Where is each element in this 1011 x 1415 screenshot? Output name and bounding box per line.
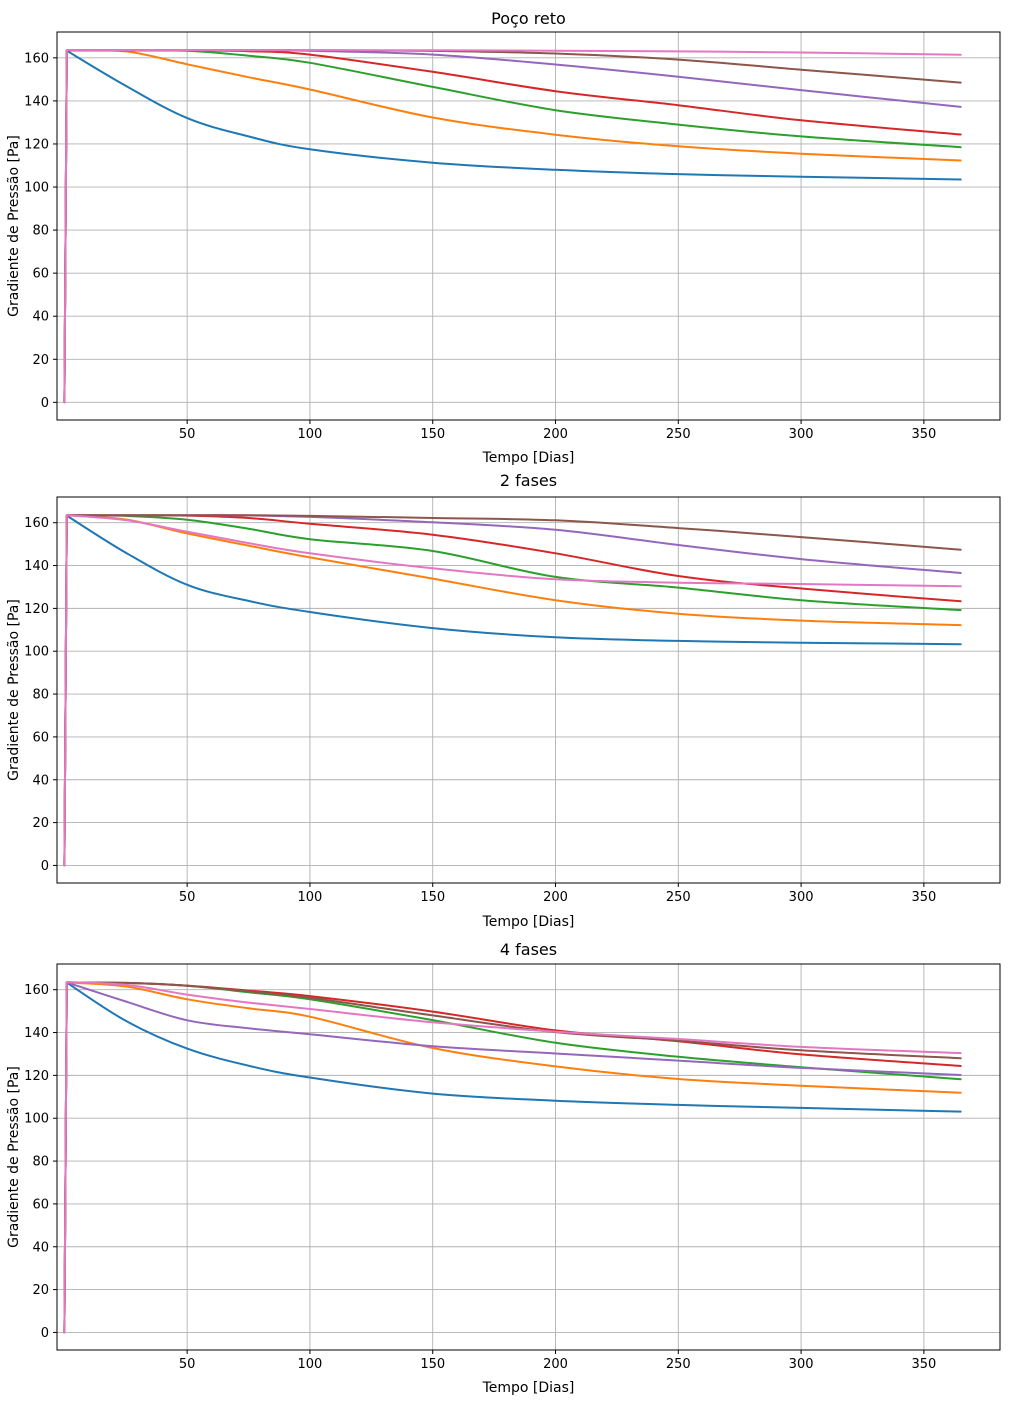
y-tick-label: 140: [24, 559, 49, 574]
y-tick-label: 100: [24, 181, 49, 196]
x-tick-label: 150: [420, 890, 445, 905]
y-tick-label: 160: [24, 51, 49, 66]
y-axis-label: Gradiente de Pressão [Pa]: [6, 135, 22, 317]
series-line-pink: [63, 49, 962, 404]
x-tick-label: 300: [789, 890, 814, 905]
y-axis-label: Gradiente de Pressão [Pa]: [6, 1066, 22, 1248]
y-tick-label: 100: [24, 645, 49, 660]
x-tick-label: 300: [789, 427, 814, 442]
series-line-purple: [63, 981, 962, 1334]
chart-title: Poço reto: [491, 9, 566, 28]
y-tick-label: 0: [41, 396, 49, 411]
series-line-blue: [63, 981, 962, 1334]
y-tick-label: 80: [32, 688, 49, 703]
tick-marks: [53, 57, 925, 424]
axes-spines: [56, 963, 1001, 1351]
x-tick-label: 150: [420, 427, 445, 442]
y-tick-label: 120: [24, 602, 49, 617]
x-tick-label: 200: [543, 1357, 568, 1372]
y-tick-label: 160: [24, 516, 49, 531]
x-tick-label: 100: [298, 890, 323, 905]
axes-spines: [56, 496, 1001, 884]
tick-marks: [53, 522, 925, 887]
x-axis-label: Tempo [Dias]: [482, 914, 575, 930]
y-tick-label: 20: [32, 353, 49, 368]
chart-title: 2 fases: [500, 471, 557, 490]
x-tick-label: 50: [179, 890, 196, 905]
x-tick-label: 200: [543, 890, 568, 905]
x-tick-label: 100: [298, 1357, 323, 1372]
y-tick-label: 60: [32, 730, 49, 745]
series-line-blue: [63, 514, 962, 867]
x-tick-label: 350: [911, 427, 936, 442]
series-line-blue: [63, 49, 962, 404]
y-axis-label: Gradiente de Pressão [Pa]: [6, 599, 22, 781]
gridlines: [57, 964, 1000, 1350]
y-tick-label: 80: [32, 1155, 49, 1170]
x-axis-label: Tempo [Dias]: [482, 1380, 575, 1396]
y-tick-label: 140: [24, 1026, 49, 1041]
y-tick-label: 20: [32, 816, 49, 831]
series-line-orange: [63, 981, 962, 1334]
x-tick-label: 50: [179, 427, 196, 442]
x-tick-label: 50: [179, 1357, 196, 1372]
y-tick-label: 40: [32, 1240, 49, 1255]
y-tick-label: 0: [41, 859, 49, 874]
y-tick-label: 100: [24, 1112, 49, 1127]
y-tick-label: 40: [32, 310, 49, 325]
series-line-brown: [63, 514, 962, 867]
tick-marks: [53, 989, 925, 1354]
series-line-pink: [63, 514, 962, 867]
y-tick-label: 40: [32, 773, 49, 788]
series-line-pink: [63, 981, 962, 1334]
x-tick-label: 200: [543, 427, 568, 442]
x-tick-label: 150: [420, 1357, 445, 1372]
x-tick-label: 350: [911, 890, 936, 905]
x-tick-label: 350: [911, 1357, 936, 1372]
x-tick-label: 250: [666, 1357, 691, 1372]
x-tick-label: 250: [666, 427, 691, 442]
series-line-orange: [63, 514, 962, 867]
plot-area: [57, 32, 1000, 420]
chart-3: 50 100 150 200 250 300 350 0 20 40 60 80 100 120 140 16…: [6, 940, 1001, 1396]
series-line-green: [63, 514, 962, 867]
y-tick-label: 160: [24, 983, 49, 998]
gridlines: [57, 32, 1000, 420]
series-line-orange: [63, 49, 962, 404]
series-line-brown: [63, 981, 962, 1334]
y-tick-label: 0: [41, 1326, 49, 1341]
plot-area: [57, 497, 1000, 883]
y-tick-label: 20: [32, 1283, 49, 1298]
axes-spines: [56, 31, 1001, 421]
y-tick-label: 60: [32, 1197, 49, 1212]
x-tick-label: 100: [298, 427, 323, 442]
chart-title: 4 fases: [500, 940, 557, 959]
y-tick-label: 120: [24, 1069, 49, 1084]
y-tick-label: 140: [24, 94, 49, 109]
y-tick-label: 80: [32, 224, 49, 239]
chart-1: 50 100 150 200 250 300 350 0 20 40 60 80 100 120 140 16…: [6, 9, 1001, 466]
chart-2: 50 100 150 200 250 300 350 0 20 40 60 80 100 120 140 16…: [6, 471, 1001, 930]
x-axis-label: Tempo [Dias]: [482, 450, 575, 466]
y-tick-label: 120: [24, 137, 49, 152]
x-tick-label: 250: [666, 890, 691, 905]
y-tick-label: 60: [32, 267, 49, 282]
x-tick-label: 300: [789, 1357, 814, 1372]
